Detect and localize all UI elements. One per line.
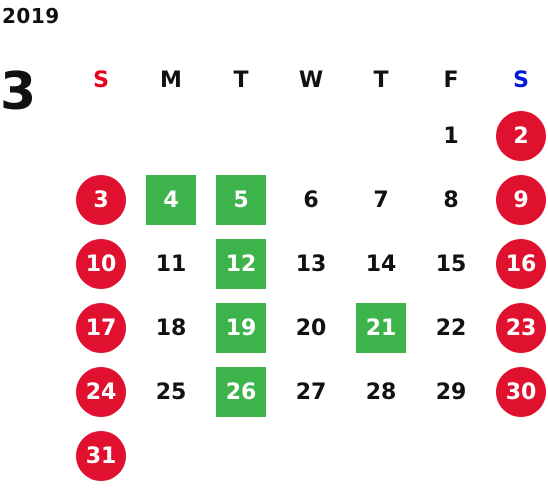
day-cell: 25 xyxy=(136,360,206,424)
empty-day-cell xyxy=(346,104,416,168)
day-weekend-24[interactable]: 24 xyxy=(76,367,126,417)
empty-day-cell xyxy=(206,424,276,488)
day-25[interactable]: 25 xyxy=(155,379,187,405)
day-cell: 24 xyxy=(66,360,136,424)
day-cell: 19 xyxy=(206,296,276,360)
day-weekend-30[interactable]: 30 xyxy=(496,367,546,417)
day-13[interactable]: 13 xyxy=(295,251,327,277)
day-cell: 18 xyxy=(136,296,206,360)
day-cell: 7 xyxy=(346,168,416,232)
day-cell: 17 xyxy=(66,296,136,360)
day-highlighted-5[interactable]: 5 xyxy=(216,175,266,225)
day-cell: 30 xyxy=(486,360,548,424)
day-15[interactable]: 15 xyxy=(435,251,467,277)
day-weekend-31[interactable]: 31 xyxy=(76,431,126,481)
empty-day-cell xyxy=(276,104,346,168)
day-highlighted-21[interactable]: 21 xyxy=(356,303,406,353)
day-cell: 5 xyxy=(206,168,276,232)
day-weekend-3[interactable]: 3 xyxy=(76,175,126,225)
weekday-label: W xyxy=(298,67,324,93)
day-cell: 29 xyxy=(416,360,486,424)
day-cell: 2 xyxy=(486,104,548,168)
day-18[interactable]: 18 xyxy=(155,315,187,341)
empty-day-cell xyxy=(486,424,548,488)
day-1[interactable]: 1 xyxy=(443,123,459,149)
day-28[interactable]: 28 xyxy=(365,379,397,405)
day-cell: 27 xyxy=(276,360,346,424)
day-cell: 28 xyxy=(346,360,416,424)
day-cell: 3 xyxy=(66,168,136,232)
calendar-grid: S M T W T F S 1 2 3 4 5 6 7 8 9 10 11 12 13 14 15 16 17 18 19 20 21… xyxy=(66,56,548,488)
day-cell: 4 xyxy=(136,168,206,232)
day-weekend-23[interactable]: 23 xyxy=(496,303,546,353)
week-row: 10 11 12 13 14 15 16 xyxy=(66,232,548,296)
day-29[interactable]: 29 xyxy=(435,379,467,405)
day-cell: 21 xyxy=(346,296,416,360)
day-cell: 15 xyxy=(416,232,486,296)
weekday-label: S xyxy=(513,67,529,93)
day-highlighted-12[interactable]: 12 xyxy=(216,239,266,289)
day-weekend-17[interactable]: 17 xyxy=(76,303,126,353)
day-20[interactable]: 20 xyxy=(295,315,327,341)
weekday-label: T xyxy=(373,67,389,93)
day-cell: 8 xyxy=(416,168,486,232)
weekday-label: S xyxy=(93,67,109,93)
day-weekend-9[interactable]: 9 xyxy=(496,175,546,225)
day-27[interactable]: 27 xyxy=(295,379,327,405)
empty-day-cell xyxy=(66,104,136,168)
day-cell: 1 xyxy=(416,104,486,168)
day-cell: 6 xyxy=(276,168,346,232)
weekday-label: M xyxy=(160,67,182,93)
day-cell: 16 xyxy=(486,232,548,296)
day-cell: 14 xyxy=(346,232,416,296)
empty-day-cell xyxy=(206,104,276,168)
day-cell: 22 xyxy=(416,296,486,360)
week-row: 17 18 19 20 21 22 23 xyxy=(66,296,548,360)
day-cell: 31 xyxy=(66,424,136,488)
empty-day-cell xyxy=(136,424,206,488)
empty-day-cell xyxy=(346,424,416,488)
day-cell: 10 xyxy=(66,232,136,296)
day-cell: 12 xyxy=(206,232,276,296)
weekday-label: F xyxy=(443,67,459,93)
month-label: 3 xyxy=(0,62,37,122)
week-row: 31 xyxy=(66,424,548,488)
day-22[interactable]: 22 xyxy=(435,315,467,341)
day-cell: 20 xyxy=(276,296,346,360)
day-highlighted-26[interactable]: 26 xyxy=(216,367,266,417)
day-weekend-16[interactable]: 16 xyxy=(496,239,546,289)
day-highlighted-19[interactable]: 19 xyxy=(216,303,266,353)
day-8[interactable]: 8 xyxy=(443,187,459,213)
day-cell: 13 xyxy=(276,232,346,296)
day-highlighted-4[interactable]: 4 xyxy=(146,175,196,225)
weekday-label: T xyxy=(233,67,249,93)
day-cell: 26 xyxy=(206,360,276,424)
empty-day-cell xyxy=(276,424,346,488)
day-11[interactable]: 11 xyxy=(155,251,187,277)
day-14[interactable]: 14 xyxy=(365,251,397,277)
week-row: 24 25 26 27 28 29 30 xyxy=(66,360,548,424)
day-6[interactable]: 6 xyxy=(303,187,319,213)
day-7[interactable]: 7 xyxy=(373,187,389,213)
day-weekend-10[interactable]: 10 xyxy=(76,239,126,289)
empty-day-cell xyxy=(136,104,206,168)
empty-day-cell xyxy=(416,424,486,488)
day-cell: 9 xyxy=(486,168,548,232)
day-cell: 23 xyxy=(486,296,548,360)
day-weekend-2[interactable]: 2 xyxy=(496,111,546,161)
day-cell: 11 xyxy=(136,232,206,296)
year-label: 2019 xyxy=(2,4,60,28)
